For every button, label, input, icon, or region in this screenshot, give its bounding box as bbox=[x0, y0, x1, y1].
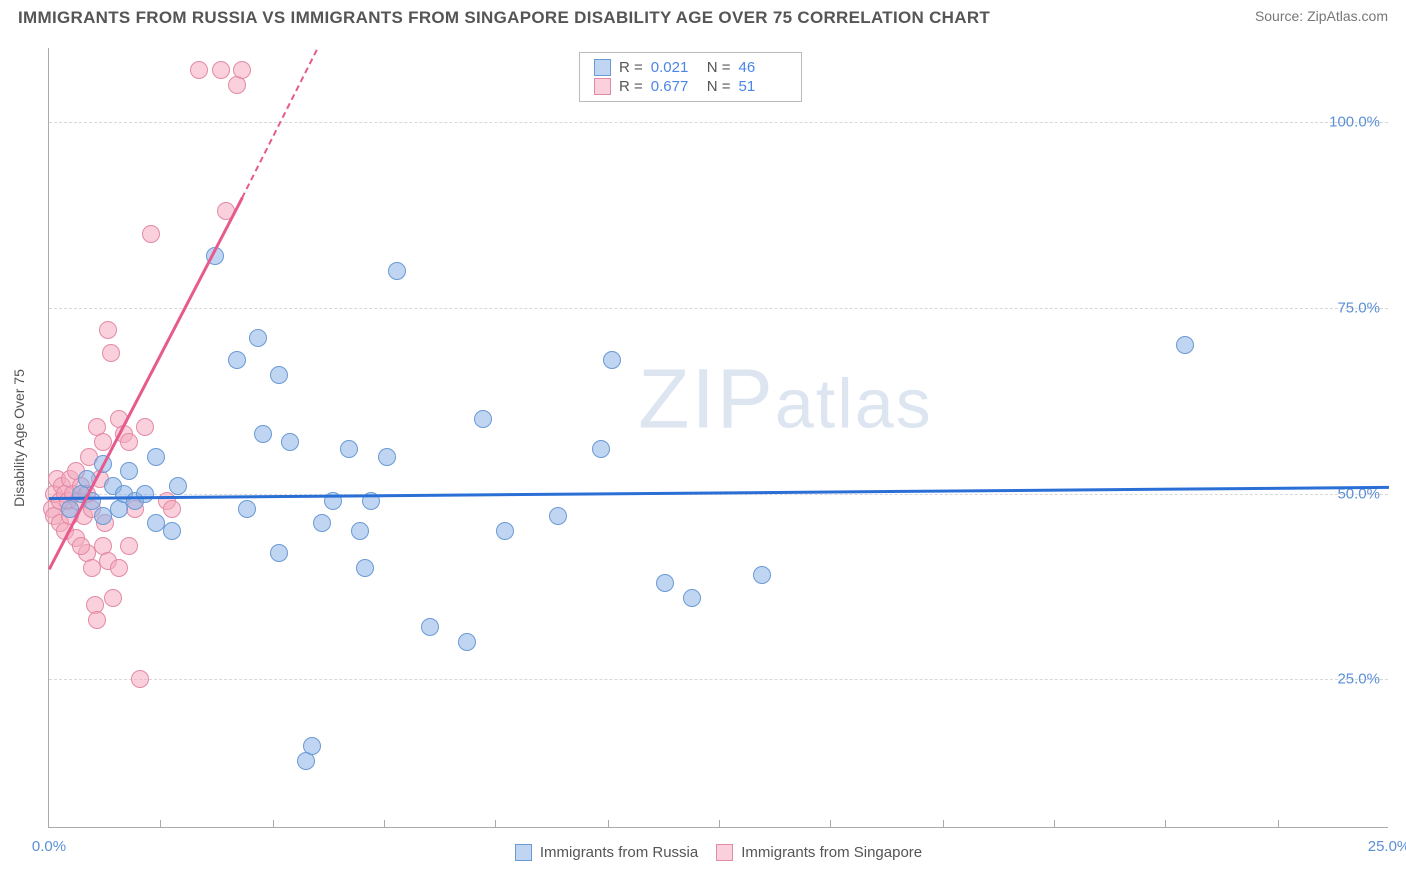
legend-row-singapore: R = 0.677 N = 51 bbox=[594, 77, 787, 96]
data-point bbox=[549, 507, 567, 525]
data-point bbox=[120, 433, 138, 451]
legend-row-russia: R = 0.021 N = 46 bbox=[594, 58, 787, 77]
x-tick-label: 0.0% bbox=[32, 838, 66, 855]
legend-label-singapore: Immigrants from Singapore bbox=[741, 844, 922, 861]
chart-title: IMMIGRANTS FROM RUSSIA VS IMMIGRANTS FRO… bbox=[18, 8, 990, 28]
data-point bbox=[190, 61, 208, 79]
data-point bbox=[131, 670, 149, 688]
x-minor-tick bbox=[384, 820, 385, 828]
data-point bbox=[340, 440, 358, 458]
legend-n-value-russia: 46 bbox=[739, 59, 787, 76]
legend-r-label: R = bbox=[619, 59, 643, 76]
data-point bbox=[163, 522, 181, 540]
gridline-h bbox=[49, 122, 1388, 123]
legend-item-russia: Immigrants from Russia bbox=[515, 844, 698, 861]
data-point bbox=[496, 522, 514, 540]
data-point bbox=[270, 366, 288, 384]
data-point bbox=[592, 440, 610, 458]
data-point bbox=[270, 544, 288, 562]
scatter-plot-area: Disability Age Over 75 ZIPatlas R = 0.02… bbox=[48, 48, 1388, 828]
data-point bbox=[228, 351, 246, 369]
data-point bbox=[88, 611, 106, 629]
data-point bbox=[120, 537, 138, 555]
data-point bbox=[104, 589, 122, 607]
y-tick-label: 25.0% bbox=[1337, 671, 1380, 688]
data-point bbox=[474, 410, 492, 428]
y-tick-label: 75.0% bbox=[1337, 300, 1380, 317]
data-point bbox=[72, 537, 90, 555]
x-minor-tick bbox=[719, 820, 720, 828]
data-point bbox=[281, 433, 299, 451]
data-point bbox=[142, 225, 160, 243]
watermark: ZIPatlas bbox=[638, 350, 933, 447]
x-tick-label: 25.0% bbox=[1368, 838, 1406, 855]
data-point bbox=[136, 485, 154, 503]
data-point bbox=[212, 61, 230, 79]
y-axis-title: Disability Age Over 75 bbox=[11, 369, 27, 507]
data-point bbox=[102, 344, 120, 362]
legend-swatch-singapore bbox=[716, 844, 733, 861]
source-label: Source: ZipAtlas.com bbox=[1255, 8, 1388, 24]
data-point bbox=[421, 618, 439, 636]
trendline bbox=[48, 197, 243, 570]
x-minor-tick bbox=[1278, 820, 1279, 828]
data-point bbox=[1176, 336, 1194, 354]
data-point bbox=[120, 462, 138, 480]
data-point bbox=[378, 448, 396, 466]
data-point bbox=[169, 477, 187, 495]
legend-label-russia: Immigrants from Russia bbox=[540, 844, 698, 861]
x-minor-tick bbox=[1165, 820, 1166, 828]
series-legend: Immigrants from Russia Immigrants from S… bbox=[49, 844, 1388, 861]
x-minor-tick bbox=[495, 820, 496, 828]
data-point bbox=[351, 522, 369, 540]
data-point bbox=[249, 329, 267, 347]
data-point bbox=[388, 262, 406, 280]
x-minor-tick bbox=[1054, 820, 1055, 828]
data-point bbox=[753, 566, 771, 584]
data-point bbox=[458, 633, 476, 651]
correlation-legend: R = 0.021 N = 46 R = 0.677 N = 51 bbox=[579, 52, 802, 102]
legend-n-label: N = bbox=[707, 59, 731, 76]
y-tick-label: 100.0% bbox=[1329, 114, 1380, 131]
data-point bbox=[603, 351, 621, 369]
gridline-h bbox=[49, 308, 1388, 309]
data-point bbox=[656, 574, 674, 592]
data-point bbox=[163, 500, 181, 518]
x-minor-tick bbox=[273, 820, 274, 828]
data-point bbox=[683, 589, 701, 607]
data-point bbox=[110, 559, 128, 577]
data-point bbox=[136, 418, 154, 436]
data-point bbox=[254, 425, 272, 443]
data-point bbox=[147, 448, 165, 466]
legend-r-label: R = bbox=[619, 78, 643, 95]
legend-swatch-russia bbox=[594, 59, 611, 76]
data-point bbox=[94, 433, 112, 451]
legend-item-singapore: Immigrants from Singapore bbox=[716, 844, 922, 861]
data-point bbox=[233, 61, 251, 79]
data-point bbox=[99, 321, 117, 339]
legend-swatch-singapore bbox=[594, 78, 611, 95]
x-minor-tick bbox=[160, 820, 161, 828]
gridline-h bbox=[49, 679, 1388, 680]
legend-n-value-singapore: 51 bbox=[739, 78, 787, 95]
data-point bbox=[303, 737, 321, 755]
data-point bbox=[356, 559, 374, 577]
x-minor-tick bbox=[608, 820, 609, 828]
legend-r-value-singapore: 0.677 bbox=[651, 78, 699, 95]
legend-n-label: N = bbox=[707, 78, 731, 95]
legend-r-value-russia: 0.021 bbox=[651, 59, 699, 76]
x-minor-tick bbox=[943, 820, 944, 828]
data-point bbox=[238, 500, 256, 518]
data-point bbox=[313, 514, 331, 532]
x-minor-tick bbox=[830, 820, 831, 828]
legend-swatch-russia bbox=[515, 844, 532, 861]
